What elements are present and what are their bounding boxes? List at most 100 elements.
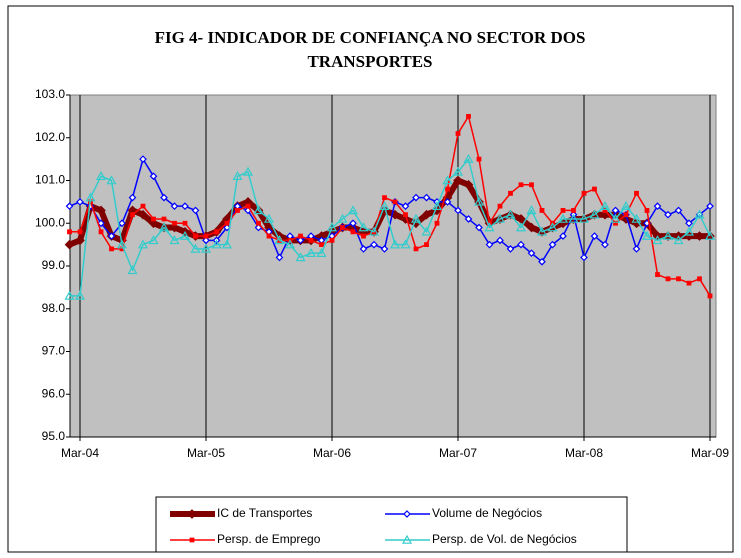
point (256, 220, 261, 226)
point (329, 237, 335, 243)
point (263, 213, 275, 223)
point (610, 213, 621, 223)
point (592, 186, 597, 192)
point (96, 205, 106, 216)
point (349, 219, 357, 228)
legend-marker (189, 537, 195, 543)
point (662, 230, 674, 240)
point (140, 203, 146, 209)
point (158, 222, 170, 232)
point (581, 190, 587, 196)
point (130, 212, 135, 218)
point (77, 229, 83, 235)
x-tick-label: Mar-08 (565, 446, 603, 460)
point (686, 280, 692, 286)
point (547, 222, 558, 232)
point (67, 229, 72, 235)
legend-marker (403, 510, 411, 518)
plot-area (69, 94, 717, 438)
point (75, 235, 85, 246)
point (548, 240, 557, 249)
point (85, 192, 96, 202)
point (358, 222, 369, 232)
point (316, 247, 327, 257)
point (382, 195, 387, 200)
point (560, 208, 566, 213)
point (473, 196, 485, 206)
y-tick-label: 98.0 (42, 301, 66, 315)
legend-label: IC de Transportes (217, 506, 312, 520)
point (464, 215, 473, 223)
point (685, 219, 693, 228)
point (484, 222, 495, 232)
point (266, 233, 272, 239)
point (128, 193, 137, 202)
point (412, 193, 420, 202)
point (275, 253, 284, 262)
point (127, 265, 138, 275)
point (476, 156, 482, 162)
point (496, 236, 504, 245)
legend-label: Persp. de Vol. de Negócios (432, 532, 577, 546)
point (539, 208, 545, 213)
point (139, 155, 147, 163)
point (326, 222, 338, 232)
point (590, 232, 599, 240)
point (443, 198, 452, 206)
point (149, 172, 158, 181)
y-tick-label: 96.0 (42, 386, 66, 400)
point (623, 212, 629, 218)
point (578, 213, 590, 223)
point (232, 170, 243, 181)
point (319, 242, 324, 248)
point (517, 240, 525, 249)
point (421, 226, 432, 236)
point (589, 209, 600, 219)
point (505, 209, 516, 219)
point (118, 219, 126, 228)
point (694, 209, 705, 219)
point (508, 190, 513, 196)
point (466, 113, 471, 119)
y-tick-label: 101.0 (35, 173, 65, 187)
y-tick-label: 97.0 (42, 344, 66, 358)
point (202, 236, 210, 245)
point (347, 205, 359, 215)
point (694, 231, 705, 241)
point (305, 247, 317, 257)
point (494, 213, 506, 223)
point (431, 200, 443, 210)
point (559, 232, 567, 240)
x-tick-label: Mar-06 (313, 446, 351, 460)
point (611, 206, 620, 215)
legend-label: Volume de Negócios (432, 506, 542, 520)
point (389, 239, 401, 249)
point (599, 200, 611, 210)
point (434, 220, 440, 226)
point (223, 223, 231, 232)
point (116, 239, 128, 249)
point (580, 253, 588, 262)
point (631, 213, 642, 223)
point (410, 213, 422, 223)
point (137, 239, 149, 249)
point (214, 229, 219, 235)
point (455, 131, 461, 136)
point (454, 206, 462, 215)
point (211, 239, 222, 249)
point (224, 220, 230, 226)
chart-title: FIG 4- INDICADOR DE CONFIANÇA NO SECTOR … (154, 28, 586, 71)
point (673, 235, 684, 245)
point (652, 235, 663, 245)
point (475, 223, 483, 232)
point (379, 200, 390, 210)
point (235, 208, 240, 213)
point (368, 226, 380, 236)
point (497, 203, 503, 209)
point (350, 229, 356, 235)
point (632, 245, 641, 253)
point (370, 240, 378, 249)
point (704, 230, 716, 240)
point (442, 175, 453, 185)
